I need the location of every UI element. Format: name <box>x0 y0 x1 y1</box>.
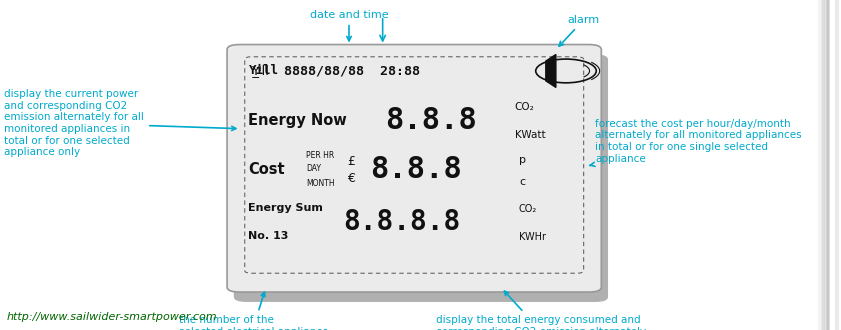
Text: display the total energy consumed and
corresponding CO2 emission alternately
for: display the total energy consumed and co… <box>436 291 647 330</box>
Text: display the current power
and corresponding CO2
emission alternately for all
mon: display the current power and correspond… <box>4 89 235 157</box>
Text: http://www.sailwider-smartpower.com: http://www.sailwider-smartpower.com <box>7 312 217 322</box>
Text: €: € <box>347 172 355 185</box>
Text: Y̲ᴵll: Y̲ᴵll <box>251 64 268 78</box>
Text: Energy Sum: Energy Sum <box>248 203 323 213</box>
Text: 8.8.8: 8.8.8 <box>370 155 462 184</box>
Text: Energy Now: Energy Now <box>248 113 346 128</box>
Text: Yill: Yill <box>249 64 279 78</box>
Text: MONTH: MONTH <box>306 179 335 188</box>
Text: alarm: alarm <box>559 15 600 46</box>
Text: KWatt: KWatt <box>515 130 545 140</box>
Text: the number of the
selected electrical appliance: the number of the selected electrical ap… <box>179 292 329 330</box>
Text: No. 13: No. 13 <box>248 231 288 241</box>
FancyBboxPatch shape <box>234 54 608 302</box>
Text: KWHr: KWHr <box>519 232 546 242</box>
Text: 8.8.8: 8.8.8 <box>385 106 477 135</box>
Text: CO₂: CO₂ <box>519 204 537 214</box>
FancyBboxPatch shape <box>227 45 601 292</box>
Polygon shape <box>546 54 556 87</box>
Text: Cost: Cost <box>248 162 285 178</box>
Text: c: c <box>519 177 525 186</box>
Text: 8.8.8.8: 8.8.8.8 <box>343 208 460 236</box>
Text: 8888/88/88  28:88: 8888/88/88 28:88 <box>284 64 420 78</box>
Text: CO₂: CO₂ <box>515 102 534 112</box>
Text: DAY: DAY <box>306 164 321 173</box>
Text: date and time: date and time <box>309 10 389 41</box>
Text: p: p <box>519 155 526 165</box>
Text: forecast the cost per hour/day/month
alternately for all monitored appliances
in: forecast the cost per hour/day/month alt… <box>590 119 802 166</box>
Text: £: £ <box>347 155 355 168</box>
Text: PER HR: PER HR <box>306 150 335 160</box>
